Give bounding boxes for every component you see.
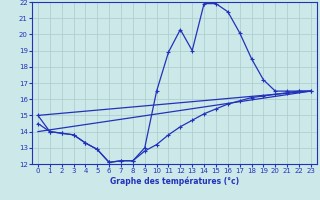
- X-axis label: Graphe des températures (°c): Graphe des températures (°c): [110, 177, 239, 186]
